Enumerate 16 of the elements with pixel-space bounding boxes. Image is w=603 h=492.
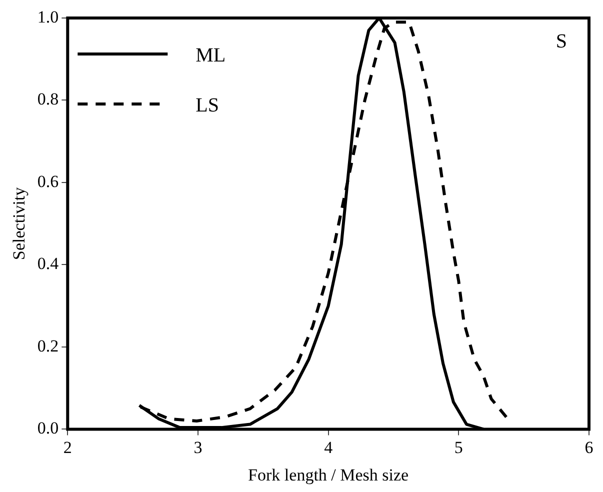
x-tick-label: 6 (584, 438, 594, 457)
legend-label: ML (196, 44, 226, 66)
x-axis-title: Fork length / Mesh size (248, 465, 409, 484)
legend-label: LS (196, 94, 219, 116)
y-tick-label: 1.0 (37, 7, 59, 26)
y-axis-title: Selectivity (10, 186, 29, 260)
y-tick-label: 0.8 (37, 90, 59, 109)
y-tick-label: 0.2 (37, 336, 59, 356)
y-tick-label: 0.0 (37, 418, 59, 438)
x-tick-label: 2 (63, 438, 72, 457)
y-tick-label: 0.6 (37, 172, 59, 191)
x-tick-label: 3 (194, 438, 202, 457)
annotation: S (556, 30, 567, 52)
x-tick-label: 4 (324, 438, 334, 457)
y-tick-label: 0.4 (37, 254, 60, 274)
x-tick-label: 5 (454, 438, 463, 457)
